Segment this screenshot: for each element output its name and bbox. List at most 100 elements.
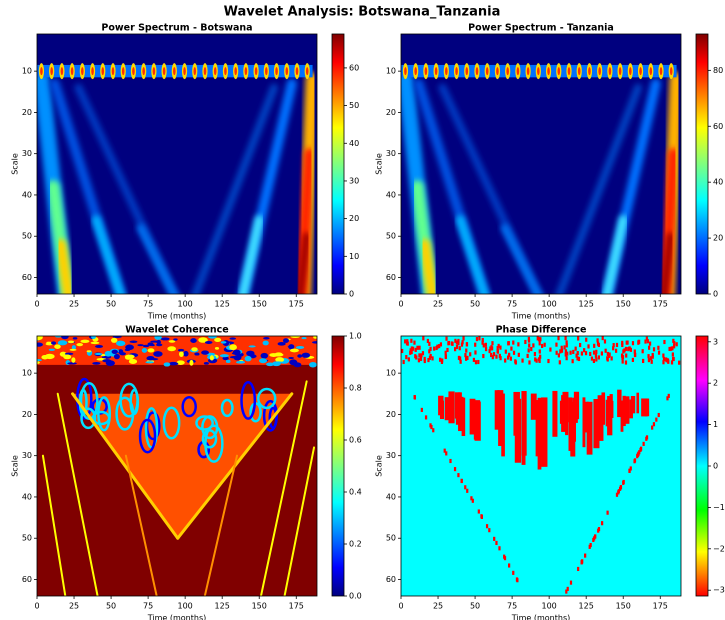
cell <box>633 349 636 354</box>
peak <box>81 67 84 76</box>
cell <box>236 360 246 364</box>
x-tick-label: 125 <box>579 602 594 611</box>
peak <box>547 67 550 76</box>
cell <box>528 343 531 348</box>
peak <box>506 67 509 76</box>
cell <box>560 345 563 350</box>
x-tick-label: 175 <box>289 602 304 611</box>
y-tick-label: 30 <box>386 451 396 460</box>
cell <box>475 337 479 342</box>
cell <box>214 337 222 343</box>
colorbar-tick-label: 0 <box>713 290 718 299</box>
cell <box>454 347 457 352</box>
cell <box>433 346 436 351</box>
cell <box>552 390 558 437</box>
cell <box>268 406 278 429</box>
cell <box>413 340 416 345</box>
cell <box>485 524 489 529</box>
y-tick-label: 10 <box>22 369 32 378</box>
panel-title: Wavelet Coherence <box>125 325 228 336</box>
peak <box>50 67 53 76</box>
x-tick-label: 150 <box>252 300 267 309</box>
cell <box>495 540 498 546</box>
y-tick-label: 60 <box>22 575 32 584</box>
cell <box>457 473 460 478</box>
colorbar-tick-label: 3 <box>713 337 718 346</box>
peak <box>639 67 642 76</box>
cell <box>204 340 213 344</box>
ridge <box>203 454 238 596</box>
cell <box>526 353 529 358</box>
peak <box>295 67 299 76</box>
cell <box>584 351 588 356</box>
ridge <box>55 238 74 294</box>
panel-title: Phase Difference <box>496 325 587 336</box>
cell <box>312 341 317 344</box>
cell <box>521 358 524 363</box>
cell <box>565 356 568 361</box>
cell <box>637 339 640 344</box>
cell <box>498 546 501 551</box>
peak <box>496 67 499 76</box>
peak <box>40 67 43 76</box>
cell <box>607 353 611 358</box>
cell <box>446 347 449 353</box>
x-axis-label: Time (months) <box>511 614 571 620</box>
cell <box>596 338 599 343</box>
cell <box>665 358 668 363</box>
cell <box>439 400 445 420</box>
cell <box>619 485 623 490</box>
x-tick-label: 0 <box>398 602 403 611</box>
cell <box>555 342 558 347</box>
colorbar-tick-label: 30 <box>349 176 359 185</box>
cell <box>208 336 217 339</box>
cell <box>474 360 478 365</box>
peak <box>659 67 663 76</box>
cell <box>670 360 674 365</box>
y-tick-label: 50 <box>22 534 32 543</box>
peak <box>234 67 237 76</box>
cell <box>649 356 653 361</box>
cell <box>667 393 670 398</box>
cell <box>590 356 594 361</box>
colorbar-tick-label: 0.4 <box>349 488 362 497</box>
cell <box>480 514 483 519</box>
cell <box>168 361 179 366</box>
cell <box>405 355 408 360</box>
cell <box>80 407 97 430</box>
peak <box>70 67 74 76</box>
colorbar-tick-label: 0.6 <box>349 436 362 445</box>
cell <box>672 344 676 349</box>
cell <box>80 339 90 343</box>
cell <box>444 397 450 421</box>
peak <box>455 67 458 76</box>
cell <box>439 357 442 362</box>
ridge <box>455 215 489 294</box>
cell <box>181 396 197 418</box>
cell <box>262 340 269 346</box>
cell <box>530 393 537 420</box>
y-tick-label: 30 <box>22 149 32 158</box>
x-axis-label: Time (months) <box>511 312 571 321</box>
peak <box>101 67 105 76</box>
colorbar-tick-label: 20 <box>713 234 723 243</box>
cell <box>113 353 120 360</box>
cell <box>647 358 651 363</box>
cell <box>624 396 630 424</box>
cell <box>63 354 72 360</box>
y-tick-label: 40 <box>22 190 32 199</box>
cell <box>678 360 681 365</box>
x-tick-label: 25 <box>69 300 79 309</box>
cell <box>414 347 417 352</box>
cell <box>167 346 176 352</box>
cell <box>309 361 317 368</box>
cell <box>421 351 425 356</box>
cell <box>95 344 104 348</box>
cell <box>536 336 539 341</box>
cell <box>662 360 665 365</box>
cell <box>610 356 613 361</box>
cell <box>565 589 568 594</box>
cell <box>201 429 218 449</box>
y-tick-label: 20 <box>22 108 32 117</box>
cell <box>176 360 185 365</box>
